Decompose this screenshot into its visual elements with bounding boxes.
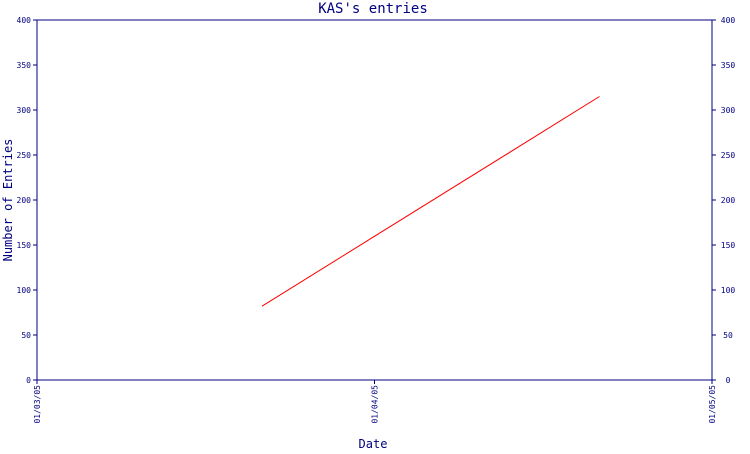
plot-frame xyxy=(36,19,713,381)
y-tick-label-right: 150 xyxy=(721,241,736,250)
y-tick-label-left: 400 xyxy=(17,16,32,25)
x-tick-label: 01/03/05 xyxy=(33,385,42,424)
y-tick-label-left: 100 xyxy=(17,286,32,295)
y-tick-label-left: 300 xyxy=(17,106,32,115)
y-tick-label-left: 150 xyxy=(17,241,32,250)
series xyxy=(261,96,600,307)
y-tick-label-right: 300 xyxy=(721,106,736,115)
series-line xyxy=(261,96,600,307)
y-tick-label-left: 50 xyxy=(21,331,31,340)
y-ticks: 0 0 50 50 100 100 150 150 200 200 250 250 300 300 350 3… xyxy=(17,16,736,385)
y-tick-label-left: 200 xyxy=(17,196,32,205)
y-tick-label-right: 350 xyxy=(721,61,736,70)
y-tick-label-right: 200 xyxy=(721,196,736,205)
axes xyxy=(36,19,713,381)
y-tick-label-right: 100 xyxy=(721,286,736,295)
y-tick-label-left: 250 xyxy=(17,151,32,160)
y-tick-label-right: 250 xyxy=(721,151,736,160)
y-tick-label-right: 0 xyxy=(726,376,731,385)
y-tick-label-left: 350 xyxy=(17,61,32,70)
y-axis-label: Number of Entries xyxy=(1,139,15,262)
x-tick-label: 01/04/05 xyxy=(371,385,380,424)
y-tick-label-right: 50 xyxy=(723,331,733,340)
y-tick-label-right: 400 xyxy=(721,16,736,25)
x-tick-label: 01/05/05 xyxy=(708,385,717,424)
x-axis-label: Date xyxy=(359,437,388,450)
chart-title: KAS's entries xyxy=(318,1,428,17)
y-tick-label-left: 0 xyxy=(26,376,31,385)
x-ticks: 01/03/05 01/04/05 01/05/05 xyxy=(33,380,717,424)
